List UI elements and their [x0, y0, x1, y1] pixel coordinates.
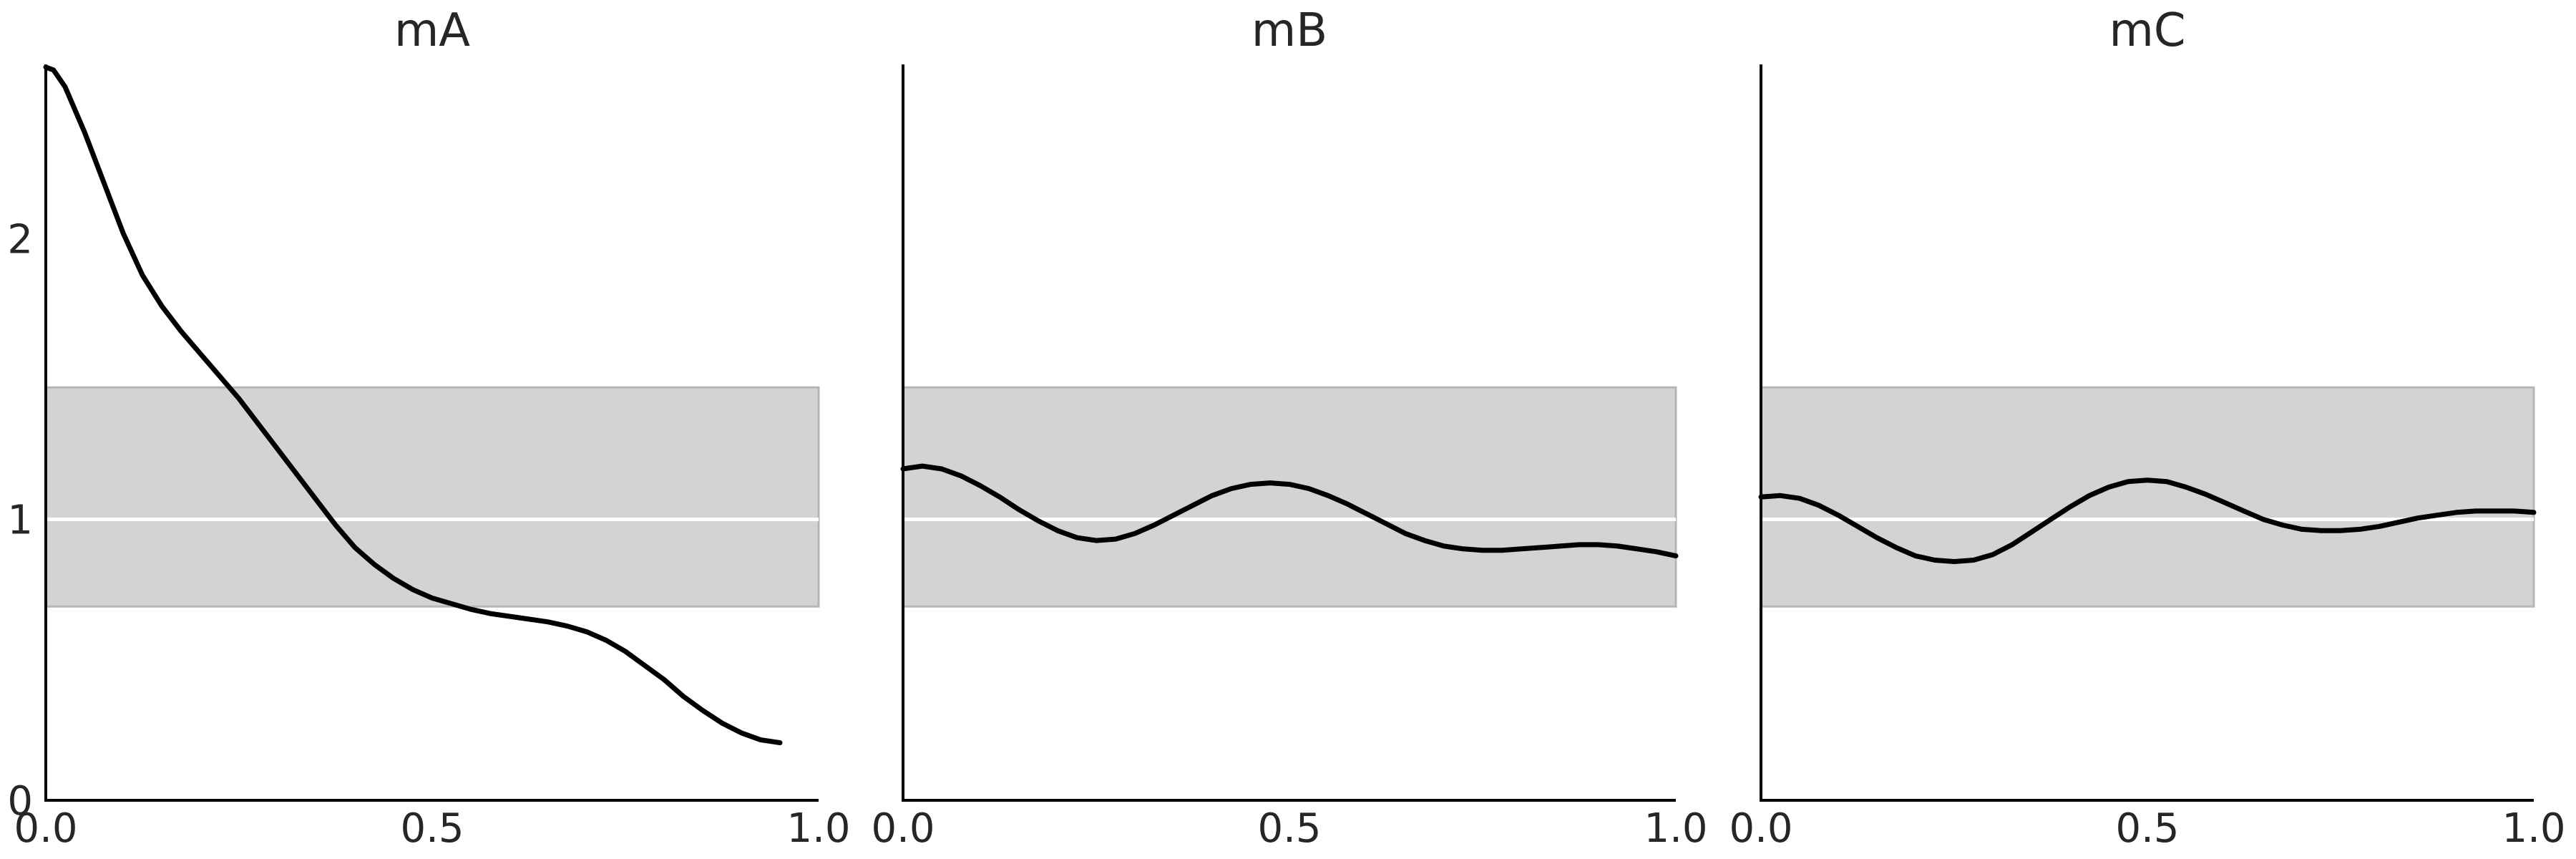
panel-title-0: mA — [394, 4, 470, 57]
series-line-0-0 — [43, 64, 783, 746]
x-tick-label-2-2: 1.0 — [2502, 805, 2565, 852]
y-tick-label-0-0: 0 — [7, 778, 33, 825]
panel-mb: mB 0.0 0.5 1.0 — [871, 4, 1707, 852]
y-tick-label-0-1: 1 — [7, 498, 33, 544]
panel-ma: mA 0.0 0.5 1.0 0 1 2 — [7, 4, 850, 852]
panel-title-2: mC — [2109, 4, 2185, 57]
panel-mc: mC 0.0 0.5 1.0 — [1729, 4, 2565, 852]
x-tick-label-1-0: 0.0 — [871, 805, 935, 852]
band-2 — [1760, 386, 2535, 608]
x-tick-label-1-1: 0.5 — [1257, 805, 1321, 852]
band-1 — [902, 386, 1677, 608]
panel-title-1: mB — [1252, 4, 1327, 57]
x-tick-label-0-2: 1.0 — [786, 805, 850, 852]
x-tick-label-1-2: 1.0 — [1644, 805, 1707, 852]
y-tick-label-0-2: 2 — [7, 216, 33, 263]
band-0 — [44, 386, 820, 608]
x-tick-label-2-0: 0.0 — [1729, 805, 1792, 852]
x-tick-label-0-0: 0.0 — [14, 805, 77, 852]
series-line-1-0 — [900, 463, 1679, 559]
series-line-2-0 — [1758, 477, 2537, 564]
x-tick-label-0-1: 0.5 — [400, 805, 464, 852]
x-tick-label-2-1: 0.5 — [2115, 805, 2179, 852]
